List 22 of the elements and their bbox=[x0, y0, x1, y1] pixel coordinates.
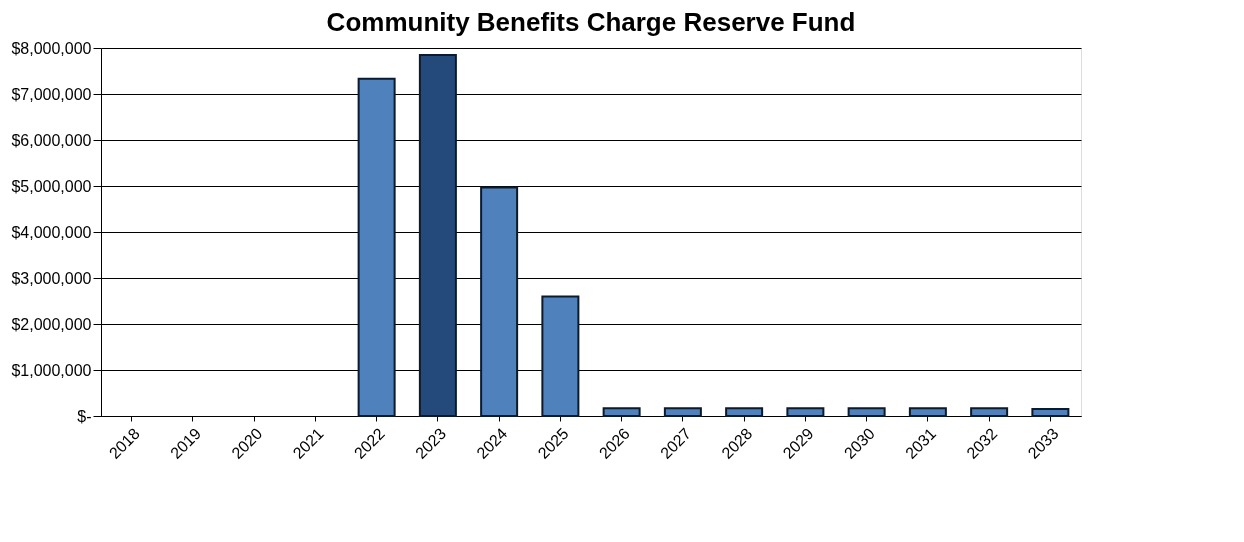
bar bbox=[663, 407, 702, 417]
y-tick-label: $5,000,000 bbox=[11, 177, 92, 195]
y-tick-label: $2,000,000 bbox=[11, 315, 92, 333]
bar bbox=[1031, 408, 1070, 417]
bar bbox=[847, 407, 886, 417]
y-tick-label: $- bbox=[77, 407, 92, 425]
bar bbox=[602, 407, 641, 417]
y-tick-label: $4,000,000 bbox=[11, 223, 92, 241]
y-tick-label: $7,000,000 bbox=[11, 85, 92, 103]
y-tick-label: $3,000,000 bbox=[11, 269, 92, 287]
y-tick-label: $1,000,000 bbox=[11, 361, 92, 379]
bar bbox=[786, 407, 825, 417]
chart-title: Community Benefits Charge Reserve Fund bbox=[326, 7, 856, 37]
bar bbox=[541, 295, 580, 417]
bar bbox=[970, 407, 1009, 417]
bar bbox=[357, 77, 396, 417]
bar bbox=[418, 53, 457, 417]
bar bbox=[908, 407, 947, 417]
y-tick-label: $6,000,000 bbox=[11, 131, 92, 149]
bar bbox=[480, 186, 519, 417]
y-tick-label: $8,000,000 bbox=[11, 39, 92, 57]
bar bbox=[725, 407, 764, 417]
